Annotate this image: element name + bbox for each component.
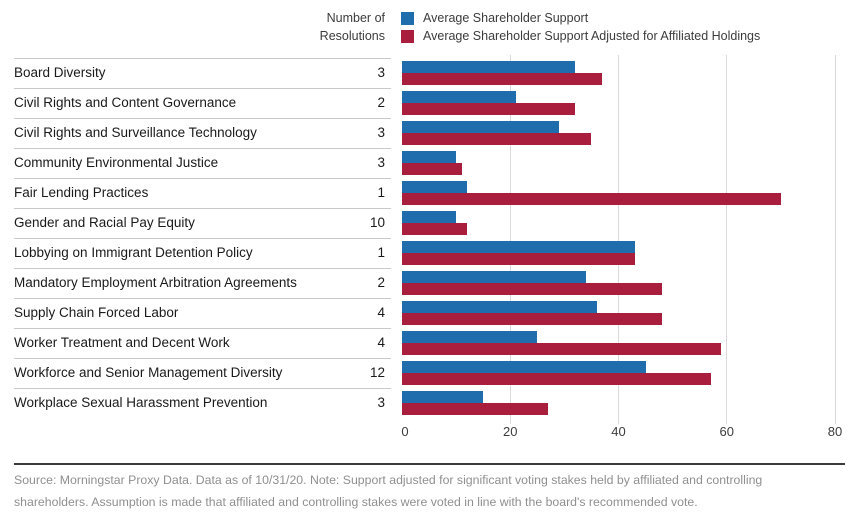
category-row: Fair Lending Practices 1 [0,178,859,208]
bar-avg-support [402,241,635,253]
x-tick-label: 60 [719,424,734,439]
chart-rows: Board Diversity 3 Civil Rights and Content… [0,58,859,418]
category-row: Civil Rights and Surveillance Technology… [0,118,859,148]
resolutions-column-header: Number of Resolutions [319,11,385,43]
bar-avg-support [402,391,484,403]
footer-divider [14,463,845,465]
resolution-count: 2 [377,275,385,290]
category-label: Supply Chain Forced Labor [14,305,179,320]
bar-avg-support-adjusted [402,313,662,325]
resolution-count: 3 [377,125,385,140]
row-divider [14,358,391,359]
bar-avg-support [402,61,576,73]
resolution-count: 4 [377,335,385,350]
category-row: Lobbying on Immigrant Detention Policy 1 [0,238,859,268]
chart-legend: Average Shareholder Support Average Shar… [401,9,760,45]
bar-avg-support-adjusted [402,253,635,265]
category-row: Workplace Sexual Harassment Prevention 3 [0,388,859,418]
row-divider [14,148,391,149]
row-divider [14,208,391,209]
bar-avg-support-adjusted [402,163,462,175]
row-divider [14,88,391,89]
resolution-count: 1 [377,245,385,260]
bar-avg-support [402,301,597,313]
x-tick-label: 20 [503,424,518,439]
row-divider [14,178,391,179]
category-row: Mandatory Employment Arbitration Agreeme… [0,268,859,298]
bar-avg-support [402,331,538,343]
category-label: Lobbying on Immigrant Detention Policy [14,245,253,260]
category-label: Workforce and Senior Management Diversit… [14,365,283,380]
row-divider [14,238,391,239]
category-label: Worker Treatment and Decent Work [14,335,230,350]
category-label: Board Diversity [14,65,106,80]
gridline-40 [618,55,619,424]
bar-avg-support [402,271,587,283]
category-label: Civil Rights and Content Governance [14,95,237,110]
resolution-count: 2 [377,95,385,110]
resolution-count: 3 [377,65,385,80]
category-label: Civil Rights and Surveillance Technology [14,125,257,140]
resolution-count: 1 [377,185,385,200]
category-row: Civil Rights and Content Governance 2 [0,88,859,118]
row-divider [14,328,391,329]
resolution-count: 3 [377,155,385,170]
category-row: Workforce and Senior Management Diversit… [0,358,859,388]
resolution-count: 12 [369,365,385,380]
bar-avg-support [402,361,646,373]
bar-avg-support [402,151,457,163]
gridline-20 [509,55,511,424]
category-row: Worker Treatment and Decent Work 4 [0,328,859,358]
category-row: Gender and Racial Pay Equity 10 [0,208,859,238]
category-row: Board Diversity 3 [0,58,859,88]
bar-avg-support [402,91,516,103]
gridline-80 [834,55,836,424]
legend-swatch-red-icon [401,29,414,43]
bar-avg-support [402,211,457,223]
legend-label-support-adjusted: Average Shareholder Support Adjusted for… [423,29,761,43]
x-tick-label: 40 [611,424,626,439]
bar-avg-support [402,181,467,193]
category-label: Community Environmental Justice [14,155,219,170]
row-divider [14,118,391,119]
resolution-count: 3 [377,395,385,410]
category-label: Workplace Sexual Harassment Prevention [14,395,268,410]
bar-avg-support-adjusted [402,73,603,85]
category-label: Fair Lending Practices [14,185,149,200]
row-divider [14,388,391,389]
legend-item-support-adjusted: Average Shareholder Support Adjusted for… [401,27,760,45]
resolution-count: 10 [369,215,385,230]
bar-avg-support-adjusted [402,223,467,235]
category-label: Mandatory Employment Arbitration Agreeme… [14,275,297,290]
row-divider [14,58,391,59]
bar-avg-support-adjusted [402,403,549,415]
bar-avg-support-adjusted [402,343,722,355]
source-note: Source: Morningstar Proxy Data. Data as … [14,473,763,509]
x-tick-label: 80 [827,424,843,439]
bar-avg-support-adjusted [402,373,711,385]
row-divider [14,268,391,269]
bar-avg-support-adjusted [402,133,592,145]
category-row: Supply Chain Forced Labor 4 [0,298,859,328]
category-label: Gender and Racial Pay Equity [14,215,195,230]
legend-label-support: Average Shareholder Support [423,11,589,25]
bar-avg-support-adjusted [402,193,781,205]
legend-item-support: Average Shareholder Support [401,9,760,27]
legend-swatch-blue-icon [401,11,414,25]
category-row: Community Environmental Justice 3 [0,148,859,178]
row-divider [14,298,391,299]
resolution-count: 4 [377,305,385,320]
bar-avg-support-adjusted [402,103,576,115]
gridline-60 [726,55,728,424]
bar-avg-support-adjusted [402,283,662,295]
x-tick-label: 0 [401,424,409,439]
bar-avg-support [402,121,559,133]
